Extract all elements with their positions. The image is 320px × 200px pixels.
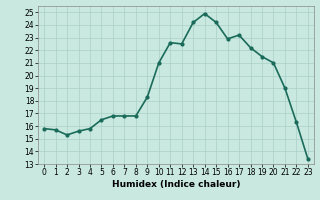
X-axis label: Humidex (Indice chaleur): Humidex (Indice chaleur) bbox=[112, 180, 240, 189]
